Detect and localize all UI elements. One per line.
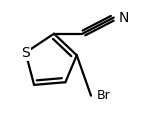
Text: Br: Br [97,89,110,102]
Text: N: N [119,11,129,25]
Text: S: S [21,46,30,60]
